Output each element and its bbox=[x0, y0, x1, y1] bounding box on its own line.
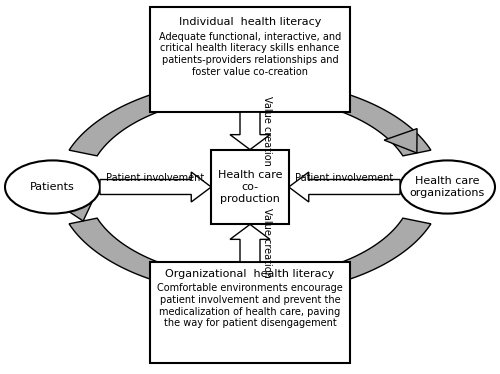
Bar bbox=[150, 7, 350, 112]
Polygon shape bbox=[69, 79, 431, 156]
Ellipse shape bbox=[400, 160, 495, 214]
Polygon shape bbox=[289, 172, 400, 202]
Text: Organizational  health literacy: Organizational health literacy bbox=[166, 269, 334, 279]
Text: Health care
organizations: Health care organizations bbox=[410, 176, 485, 198]
Text: Value creation: Value creation bbox=[262, 208, 272, 278]
Text: Value creation: Value creation bbox=[262, 96, 272, 166]
Text: Comfortable environments encourage
patient involvement and prevent the
medicaliz: Comfortable environments encourage patie… bbox=[157, 283, 343, 328]
Text: Patients: Patients bbox=[30, 182, 75, 192]
Polygon shape bbox=[100, 172, 211, 202]
Polygon shape bbox=[384, 129, 417, 153]
Polygon shape bbox=[230, 112, 270, 150]
Polygon shape bbox=[230, 224, 270, 262]
Bar bbox=[150, 262, 350, 363]
Polygon shape bbox=[55, 199, 94, 221]
Text: Patient involvement: Patient involvement bbox=[295, 173, 394, 183]
Text: Health care
co-
production: Health care co- production bbox=[218, 171, 282, 203]
Polygon shape bbox=[69, 218, 431, 295]
Bar bbox=[211, 150, 289, 224]
Ellipse shape bbox=[5, 160, 100, 214]
Text: Individual  health literacy: Individual health literacy bbox=[179, 17, 321, 27]
Text: Adequate functional, interactive, and
critical health literacy skills enhance
pa: Adequate functional, interactive, and cr… bbox=[159, 32, 341, 77]
Text: Patient involvement: Patient involvement bbox=[106, 173, 205, 183]
